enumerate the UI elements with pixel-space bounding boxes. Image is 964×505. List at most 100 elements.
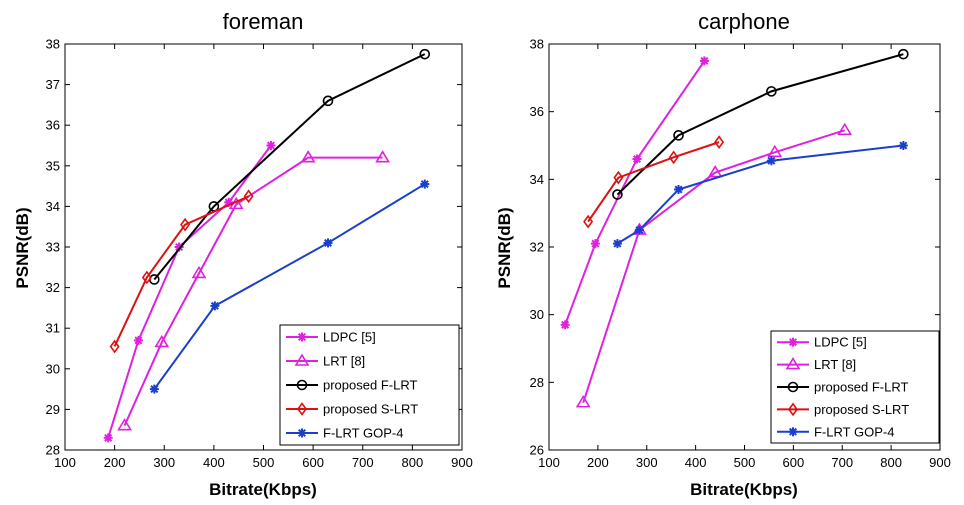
legend-item: proposed S-LRT <box>286 402 418 417</box>
legend-label: F-LRT GOP-4 <box>323 426 403 441</box>
series-f-lrt-gop-4 <box>612 141 908 249</box>
y-tick-label: 29 <box>46 402 60 417</box>
series-ldpc-5 <box>103 141 276 443</box>
data-point <box>767 144 783 158</box>
y-tick-label: 35 <box>46 158 60 173</box>
series-line <box>153 183 426 390</box>
data-point <box>300 150 316 163</box>
chart-carphone: carphone Bitrate(Kbps) PSNR(dB) 100 200 30… <box>495 9 951 499</box>
legend-label: F-LRT GOP-4 <box>814 424 894 439</box>
legend-label: proposed S-LRT <box>814 402 909 417</box>
data-point <box>590 239 600 249</box>
data-point <box>634 225 644 235</box>
data-point <box>375 150 391 163</box>
series-line <box>123 156 383 427</box>
x-tick-label: 400 <box>685 455 707 470</box>
y-tick-label: 38 <box>530 37 544 52</box>
y-tick-label: 28 <box>530 375 544 390</box>
series-line <box>564 60 706 326</box>
data-point <box>560 320 570 330</box>
legend-item: F-LRT GOP-4 <box>286 426 403 441</box>
legend-label: LRT [8] <box>814 357 856 372</box>
data-point <box>266 141 276 150</box>
series-line <box>587 141 720 223</box>
series-line <box>616 144 904 245</box>
x-tick-label: 300 <box>153 455 175 470</box>
data-point <box>674 184 684 194</box>
y-tick-label: 31 <box>46 321 60 336</box>
series-proposed-f-lrt <box>612 48 909 200</box>
data-point <box>154 334 170 348</box>
x-tick-label: 100 <box>54 455 76 470</box>
y-tick-label: 32 <box>530 240 544 255</box>
data-point <box>103 433 113 443</box>
data-point <box>133 335 143 345</box>
x-tick-label: 300 <box>636 455 658 470</box>
data-point <box>612 189 623 200</box>
data-point <box>149 384 159 394</box>
legend-item: LRT [8] <box>777 357 856 372</box>
legend-item: LDPC [5] <box>286 330 376 345</box>
y-tick-label: 26 <box>530 443 544 458</box>
y-tick-label: 36 <box>46 118 60 133</box>
chart-legend: LDPC [5] LRT [8] proposed F-LRT proposed S-… <box>770 330 940 444</box>
legend-label: proposed F-LRT <box>814 380 908 395</box>
chart-title: foreman <box>223 9 304 34</box>
legend-item: proposed S-LRT <box>777 402 909 417</box>
data-point <box>419 48 431 60</box>
data-point <box>612 239 622 249</box>
x-tick-label: 600 <box>302 455 324 470</box>
series-lrt-8 <box>575 122 853 408</box>
data-point <box>117 418 132 431</box>
data-point <box>141 270 152 285</box>
legend-marker <box>788 337 798 347</box>
x-axis-label: Bitrate(Kbps) <box>690 480 798 499</box>
x-axis-label: Bitrate(Kbps) <box>209 480 317 499</box>
legend-item: LDPC [5] <box>777 335 867 350</box>
legend-label: proposed S-LRT <box>323 402 418 417</box>
y-tick-label: 33 <box>46 240 60 255</box>
x-tick-label: 100 <box>538 455 560 470</box>
data-point <box>699 56 709 66</box>
y-tick-label: 32 <box>46 280 60 295</box>
data-point <box>714 135 725 149</box>
series-line <box>616 53 904 196</box>
y-axis-label: PSNR(dB) <box>495 207 514 288</box>
chart-title: carphone <box>698 9 790 34</box>
series-line <box>153 53 426 281</box>
data-point <box>673 130 684 141</box>
x-tick-label: 600 <box>783 455 805 470</box>
data-point <box>766 86 777 97</box>
data-point <box>420 179 430 189</box>
legend-item: F-LRT GOP-4 <box>777 424 894 439</box>
legend-marker <box>297 332 307 342</box>
legend-item: LRT [8] <box>286 353 365 369</box>
y-tick-label: 28 <box>46 443 60 458</box>
y-tick-label: 36 <box>530 104 544 119</box>
data-point <box>109 339 120 354</box>
y-tick-label: 38 <box>46 37 60 52</box>
data-point <box>575 395 591 408</box>
legend-item: proposed F-LRT <box>286 378 417 393</box>
series-proposed-s-lrt <box>583 135 725 229</box>
legend-marker <box>788 427 798 437</box>
y-tick-label: 30 <box>46 361 60 376</box>
legend-marker <box>296 379 308 391</box>
legend-item: proposed F-LRT <box>777 380 908 395</box>
x-tick-label: 500 <box>253 455 275 470</box>
legend-marker <box>787 381 799 393</box>
series-ldpc-5 <box>560 56 709 330</box>
x-tick-label: 500 <box>734 455 756 470</box>
data-point <box>613 170 624 185</box>
x-tick-label: 200 <box>104 455 126 470</box>
y-tick-label: 34 <box>46 199 60 214</box>
x-tick-label: 800 <box>880 455 902 470</box>
series-f-lrt-gop-4 <box>149 179 430 394</box>
x-tick-label: 900 <box>451 455 473 470</box>
x-tick-label: 400 <box>203 455 225 470</box>
data-point <box>243 189 254 204</box>
series-line <box>582 129 845 403</box>
data-point <box>837 122 853 136</box>
legend-label: proposed F-LRT <box>323 378 417 393</box>
